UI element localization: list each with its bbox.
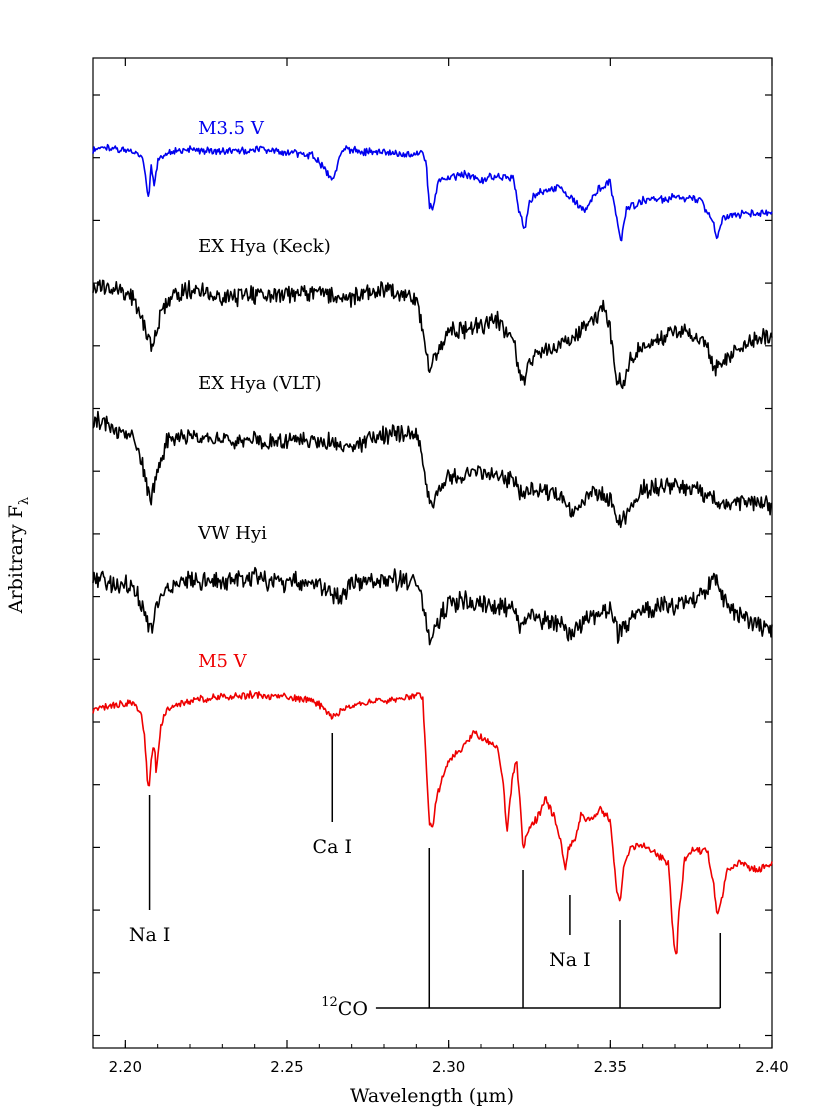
line-annotations: Na I Ca I Na I <box>129 733 591 971</box>
series-line <box>92 566 773 646</box>
series-label: EX Hya (VLT) <box>198 373 322 394</box>
y-axis-label: Arbitrary Fλ <box>5 497 32 614</box>
plot-frame <box>92 57 773 1049</box>
annotation-label: Ca I <box>313 836 352 858</box>
x-axis-ticks: 2.20 2.25 2.30 2.35 2.40 <box>109 58 789 1076</box>
spectra-series <box>92 143 773 955</box>
series-line <box>92 279 773 390</box>
x-tick-label: 2.40 <box>755 1058 788 1076</box>
x-tick-label: 2.30 <box>432 1058 465 1076</box>
co-band-label: 12CO <box>321 995 368 1020</box>
series-label: VW Hyi <box>197 523 267 544</box>
x-axis-label: Wavelength (µm) <box>350 1085 514 1107</box>
co-band-label-superscript: 12 <box>321 995 338 1010</box>
y-axis-label-main: Arbitrary F <box>5 505 27 614</box>
x-tick-label: 2.35 <box>594 1058 627 1076</box>
annotation-label: Na I <box>549 949 591 971</box>
annotation-label: Na I <box>129 924 171 946</box>
x-tick-label: 2.20 <box>109 1058 142 1076</box>
y-axis-label-subscript: λ <box>17 497 32 505</box>
x-tick-label: 2.25 <box>270 1058 303 1076</box>
series-labels: M3.5 V EX Hya (Keck) EX Hya (VLT) VW Hyi M5 … <box>197 118 331 672</box>
series-label: M3.5 V <box>198 118 265 139</box>
series-line <box>92 410 773 529</box>
series-label: EX Hya (Keck) <box>198 236 331 257</box>
y-axis-ticks <box>93 94 772 1037</box>
series-label: M5 V <box>198 651 248 672</box>
series-line <box>92 690 773 955</box>
co-band-annotation: 12CO <box>321 848 722 1020</box>
co-band-label-main: CO <box>338 998 368 1020</box>
series-line <box>92 143 773 242</box>
